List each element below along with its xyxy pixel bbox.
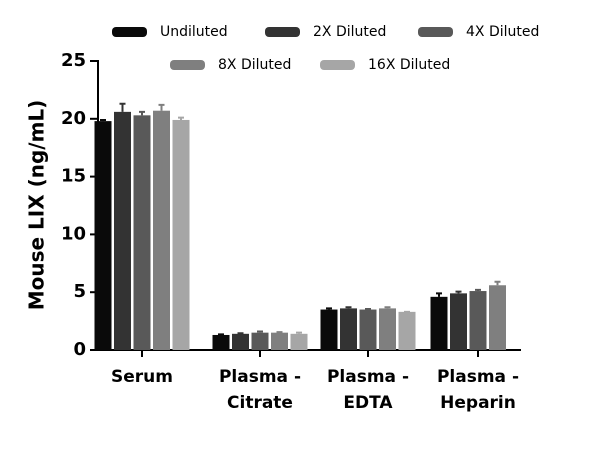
error-bar [257, 330, 263, 333]
bar [153, 110, 170, 350]
y-tick-label: 5 [73, 281, 86, 302]
bar [271, 332, 288, 350]
bar [114, 111, 131, 350]
error-bar [436, 292, 442, 297]
error-bar [218, 333, 224, 336]
error-bar [139, 110, 145, 116]
error-bar [326, 307, 332, 310]
error-bar [365, 307, 371, 310]
x-tick-label: Serum [111, 367, 173, 387]
legend-label: 8X Diluted [218, 57, 291, 73]
x-tick-label: Heparin [440, 393, 516, 413]
bar [212, 334, 230, 350]
bar [320, 309, 338, 350]
error-bar [475, 288, 481, 292]
error-bar [345, 306, 352, 309]
y-tick-label: 10 [61, 223, 86, 244]
bar [94, 121, 112, 350]
x-tick-label: Plasma - [219, 367, 301, 387]
legend-swatch [418, 27, 453, 37]
y-axis-label: Mouse LIX (ng/mL) [25, 100, 49, 311]
error-bar [455, 290, 462, 294]
legend-label: 16X Diluted [368, 57, 450, 73]
bar [290, 333, 308, 350]
error-bar [237, 332, 244, 335]
error-bar [494, 280, 501, 286]
y-tick-label: 25 [61, 50, 86, 71]
legend-swatch [320, 60, 355, 70]
y-tick-label: 20 [61, 108, 86, 129]
error-bar [296, 331, 302, 334]
bar [133, 115, 151, 350]
error-bar [100, 118, 106, 122]
bar [232, 333, 249, 350]
bar [251, 332, 269, 350]
legend-label: Undiluted [160, 24, 228, 40]
y-tick-label: 0 [73, 339, 86, 360]
bar [359, 309, 377, 350]
legend-swatch [112, 27, 147, 37]
x-tick-label: Plasma - [437, 367, 519, 387]
bar [340, 308, 357, 350]
legend-swatch [170, 60, 205, 70]
y-tick-label: 15 [61, 166, 86, 187]
x-tick-label: Citrate [227, 393, 293, 413]
bar [398, 311, 416, 350]
error-bar [178, 116, 184, 120]
legend-label: 2X Diluted [313, 24, 386, 40]
error-bar [384, 306, 391, 309]
bar [379, 308, 396, 350]
error-bar [276, 331, 283, 334]
error-bar [119, 102, 126, 112]
bar [172, 119, 190, 351]
legend-label: 4X Diluted [466, 24, 539, 40]
bar [430, 296, 448, 350]
bar [469, 291, 487, 350]
x-tick-label: Plasma - [327, 367, 409, 387]
error-bar [158, 103, 165, 111]
bar [489, 285, 506, 350]
legend-swatch [265, 27, 300, 37]
x-tick-label: EDTA [343, 393, 393, 413]
bar [450, 293, 467, 350]
